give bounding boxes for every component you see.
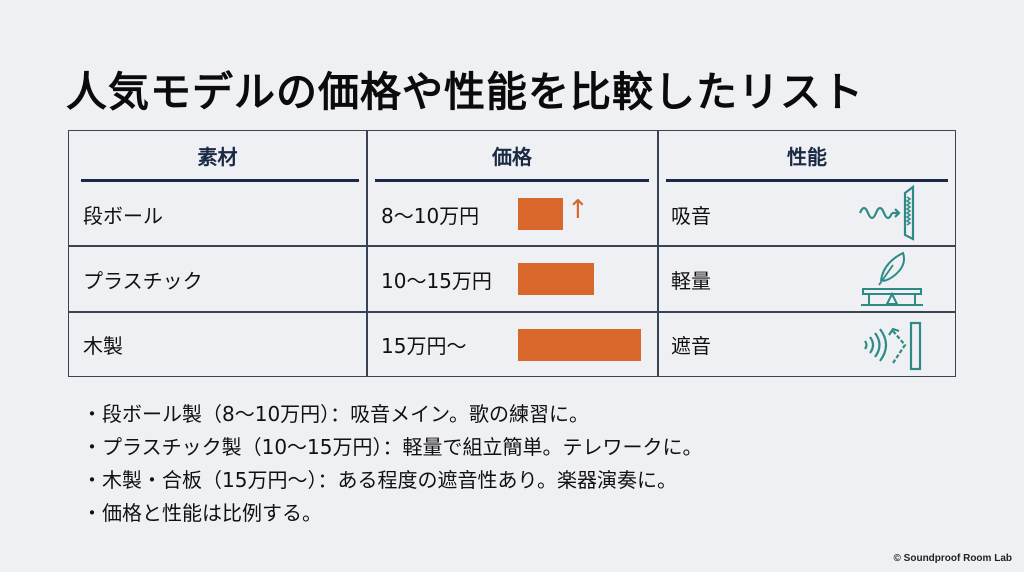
row-divider: [69, 311, 955, 313]
copyright-credit: © Soundproof Room Lab: [893, 553, 1012, 564]
list-item: ・段ボール製（8〜10万円）：吸音メイン。歌の練習に。: [82, 402, 589, 426]
material-cell: 段ボール: [83, 203, 163, 228]
lightweight-feather-icon: [861, 251, 923, 306]
price-cell: 8〜10万円: [381, 203, 480, 228]
header-underline: [81, 179, 359, 182]
material-cell: プラスチック: [83, 268, 203, 293]
header-price: 価格: [492, 144, 532, 169]
comparison-table: 素材 価格 性能 段ボール 8〜10万円 ↑ 吸音 プラスチック 10〜15万円…: [68, 130, 956, 377]
price-cell: 15万円〜: [381, 334, 467, 358]
material-cell: 木製: [83, 334, 123, 358]
up-arrow-icon: ↑: [567, 195, 589, 225]
list-item: ・価格と性能は比例する。: [82, 501, 322, 525]
column-divider: [657, 131, 659, 376]
sound-absorption-icon: [858, 184, 915, 241]
list-item: ・プラスチック製（10〜15万円）：軽量で組立簡単。テレワークに。: [82, 435, 703, 459]
price-cell: 10〜15万円: [381, 268, 492, 293]
price-bar: [518, 263, 594, 295]
column-divider: [366, 131, 368, 376]
page-title: 人気モデルの価格や性能を比較したリスト: [66, 68, 864, 116]
price-bar: [518, 198, 563, 230]
sound-blocking-icon: [864, 321, 922, 371]
header-material: 素材: [197, 144, 238, 169]
performance-cell: 吸音: [671, 203, 711, 228]
header-underline: [666, 179, 948, 182]
header-underline: [375, 179, 649, 182]
header-performance: 性能: [787, 144, 827, 169]
list-item: ・木製・合板（15万円〜）：ある程度の遮音性あり。楽器演奏に。: [82, 468, 678, 492]
row-divider: [69, 245, 955, 247]
summary-list: ・段ボール製（8〜10万円）：吸音メイン。歌の練習に。 ・プラスチック製（10〜…: [82, 398, 703, 530]
performance-cell: 遮音: [671, 334, 711, 358]
performance-cell: 軽量: [671, 268, 711, 293]
price-bar: [518, 329, 641, 361]
